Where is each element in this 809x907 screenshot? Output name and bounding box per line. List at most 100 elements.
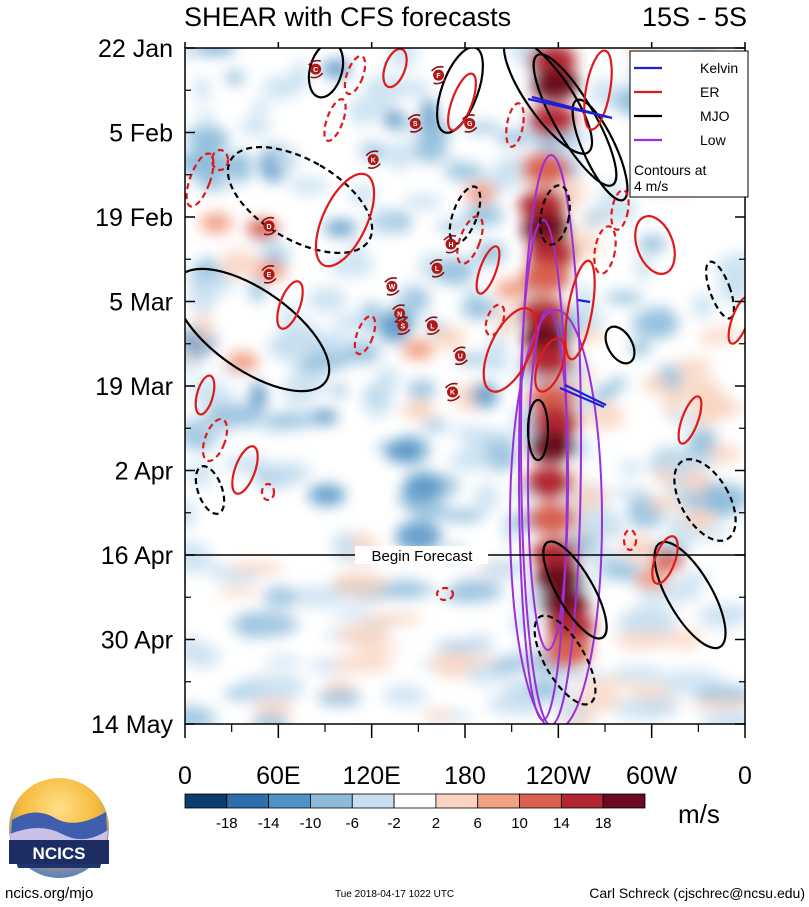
field-blob [631, 308, 679, 339]
field-blob [449, 578, 503, 603]
field-blob [200, 213, 233, 234]
contour [323, 98, 347, 142]
contour [559, 386, 605, 409]
field-blob [199, 256, 216, 277]
footer-left[interactable]: ncics.org/mjo [5, 885, 93, 902]
field-blob [328, 253, 375, 277]
field-blob [375, 366, 400, 394]
field-blob [682, 468, 710, 495]
storm-label: U [458, 354, 463, 361]
contour [583, 49, 613, 131]
field-blob [188, 274, 236, 295]
contour [307, 48, 345, 99]
field-blob [226, 351, 259, 372]
field-blob [528, 430, 577, 463]
field-blob [224, 454, 270, 475]
colorbar-swatch [477, 793, 520, 809]
legend-note-1: Contours at [634, 162, 706, 178]
field-blob [620, 606, 677, 633]
storm-symbol: D [261, 216, 277, 236]
field-blob [271, 145, 300, 173]
field-blob [700, 710, 745, 724]
field-blob [193, 385, 236, 412]
field-blob [605, 291, 644, 305]
field-blob [186, 150, 226, 181]
field-blob [195, 311, 213, 345]
field-blob [476, 241, 506, 265]
field-blob [196, 424, 236, 437]
field-blob [697, 603, 745, 630]
storm-label: F [436, 73, 441, 80]
field-blob [525, 466, 573, 499]
legend-note-2: 4 m/s [634, 178, 668, 194]
field-blob [587, 403, 625, 430]
ncics-logo: NCICS [9, 778, 109, 878]
field-blob [408, 498, 449, 521]
field-blob [638, 234, 667, 254]
field-blob [347, 97, 380, 126]
x-tick-label: 0 [178, 762, 192, 790]
contour [185, 267, 331, 393]
field-blob [434, 258, 475, 286]
field-blob [288, 585, 344, 608]
storm-symbol: L [429, 259, 445, 278]
contour [475, 245, 501, 295]
legend: Kelvin ER MJO Low Contours at 4 m/s [629, 50, 749, 198]
contour [527, 97, 609, 119]
storm-label: K [371, 157, 376, 164]
field-blob [518, 188, 567, 221]
legend-label: MJO [700, 108, 730, 124]
legend-label: Kelvin [700, 60, 738, 76]
field-blob [463, 203, 504, 227]
contour [577, 298, 591, 304]
contour [343, 54, 367, 96]
y-tick-label: 19 Feb [95, 204, 173, 232]
contour [610, 189, 630, 231]
field-blob [474, 483, 499, 513]
colorbar-swatch [310, 793, 353, 809]
contour [653, 540, 727, 650]
field-blob [412, 135, 448, 164]
storm-label: D [266, 224, 271, 231]
contour [314, 172, 376, 268]
storm-label: L [430, 323, 435, 330]
colorbar-label: -14 [258, 815, 280, 832]
field-blob [495, 130, 536, 146]
contour [727, 295, 745, 345]
y-tick-label: 5 Mar [109, 289, 173, 317]
field-blob [634, 255, 653, 281]
colorbar-swatch [519, 793, 562, 809]
colorbar-swatch [184, 793, 228, 809]
contour [533, 614, 597, 706]
field-blob [692, 393, 735, 420]
field-blob [420, 97, 438, 130]
y-tick-label: 30 Apr [101, 627, 173, 655]
y-tick-label: 16 Apr [101, 542, 173, 570]
field-blob [185, 501, 197, 529]
legend-items: Kelvin ER MJO Low [634, 60, 738, 148]
field-blob [332, 314, 372, 332]
footer-right[interactable]: Carl Schreck (cjschrec@ncsu.edu) [589, 885, 805, 901]
colorbar-swatch [351, 793, 395, 809]
chart-title: SHEAR with CFS forecasts [184, 2, 511, 32]
field-blob [512, 690, 543, 715]
colorbar-swatch [560, 793, 604, 809]
contour [564, 384, 607, 406]
logo-text: NCICS [33, 844, 86, 863]
storm-label: K [450, 390, 455, 397]
contour [634, 215, 676, 275]
field-blob [189, 461, 213, 488]
field-blob [217, 586, 261, 597]
field-blob [332, 530, 357, 562]
field-blob [660, 669, 724, 695]
storm-label: S [400, 323, 405, 330]
field-blob [487, 333, 508, 365]
field-blob [651, 551, 684, 572]
field-blob [332, 652, 394, 673]
field-blob [613, 633, 670, 650]
contour [520, 154, 582, 724]
colorbar-label: -6 [346, 815, 359, 832]
contour [593, 225, 617, 275]
field-blob [231, 611, 299, 638]
